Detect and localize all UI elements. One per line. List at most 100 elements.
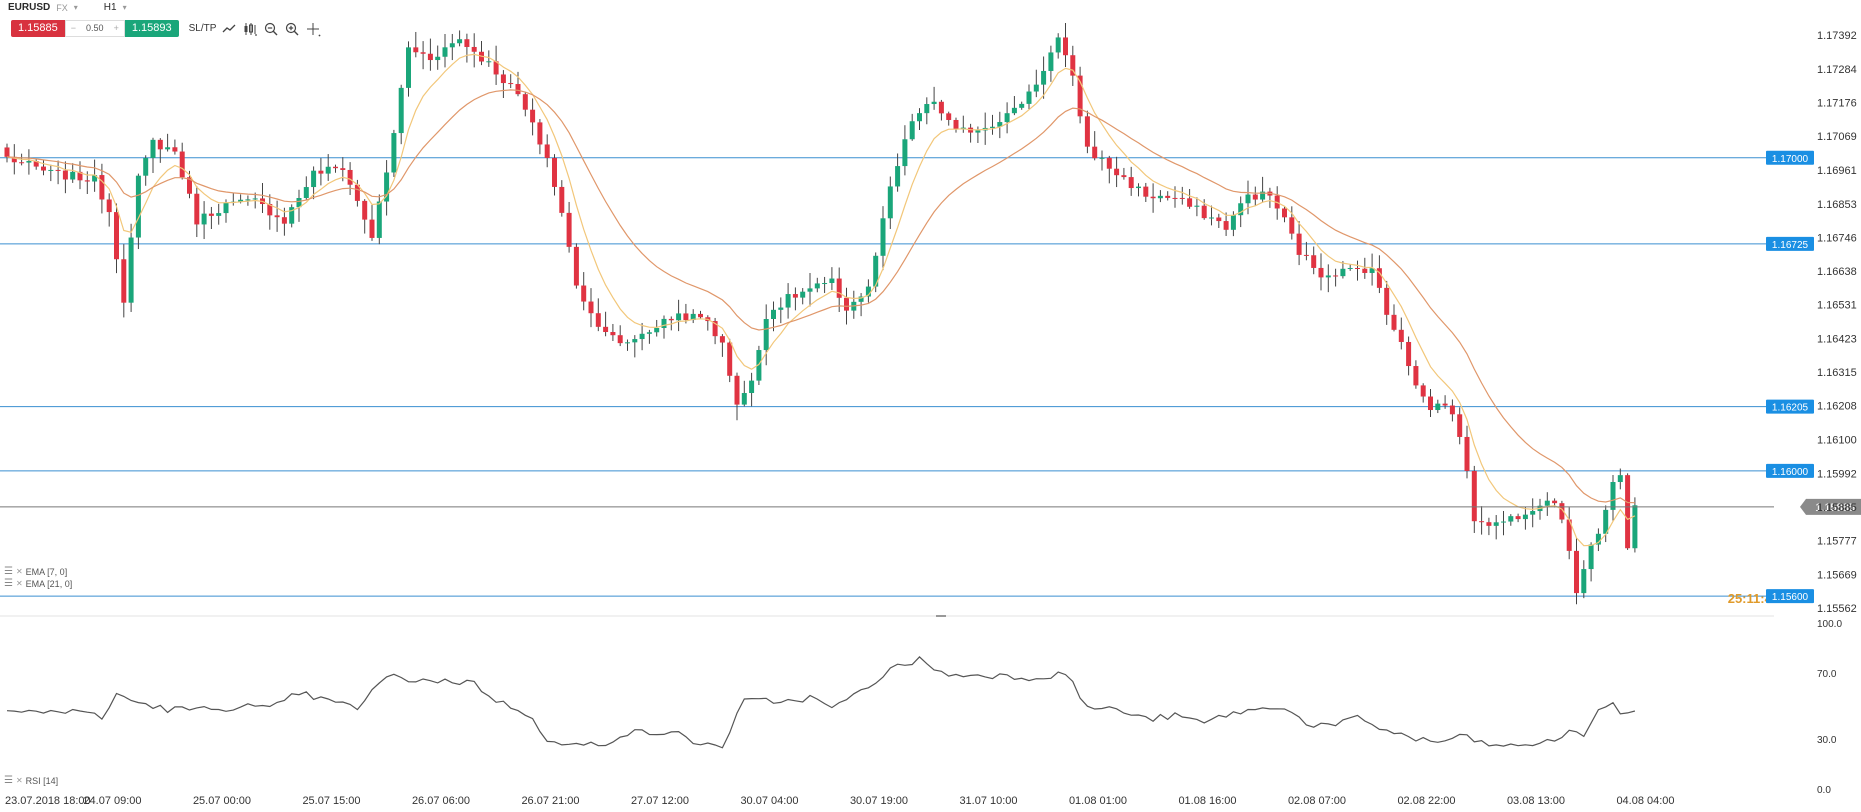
candle (208, 206, 214, 230)
zoom-out-icon[interactable] (263, 21, 279, 37)
price-tick-label: 1.17069 (1817, 131, 1857, 143)
candle (413, 31, 419, 58)
candle (274, 200, 280, 232)
candle (581, 272, 587, 311)
candle-body (1384, 287, 1390, 315)
candle-body (909, 121, 915, 140)
plus-button[interactable]: + (113, 23, 119, 33)
candle (41, 160, 46, 176)
candle (194, 186, 200, 238)
line-chart-icon[interactable] (221, 21, 237, 37)
candle-body (369, 219, 375, 238)
timeframe-selector[interactable]: H1 (103, 2, 117, 13)
candle (449, 33, 455, 61)
candle-body (1391, 314, 1397, 330)
price-tick-label: 1.16746 (1817, 232, 1857, 244)
menu-icon[interactable]: ☰ (4, 775, 13, 786)
candle-body (836, 278, 842, 298)
candle-body (1428, 396, 1433, 411)
rsi-legend[interactable]: ☰ ✕ RSI [14] (4, 775, 58, 786)
close-icon[interactable]: ✕ (15, 776, 23, 785)
candle-body (683, 313, 689, 321)
candle (749, 372, 755, 407)
chevron-down-icon[interactable]: ▾ (73, 3, 78, 12)
candle (1428, 388, 1433, 417)
candle-body (1282, 208, 1287, 218)
candle-body (1143, 186, 1149, 197)
candle (1026, 84, 1032, 110)
candle (1362, 257, 1368, 279)
candle-body (1610, 482, 1616, 510)
candle (435, 45, 441, 70)
candle-body (70, 171, 76, 180)
candle-body (792, 294, 798, 298)
candle (486, 50, 492, 67)
price-tick-label: 1.15777 (1817, 536, 1857, 548)
candle (1384, 280, 1390, 325)
candle-body (887, 186, 893, 219)
candle (1033, 69, 1039, 98)
minus-button[interactable]: − (70, 23, 77, 33)
candle-body (698, 313, 703, 318)
candle-body (114, 212, 119, 260)
candle (420, 41, 426, 70)
sltp-button[interactable]: SL/TP (188, 23, 217, 34)
candle-body (1362, 268, 1368, 273)
candle-body (62, 170, 68, 180)
ema-fast-legend[interactable]: ☰ ✕ EMA [7, 0] (4, 566, 67, 577)
crosshair-icon[interactable] (305, 21, 321, 37)
symbol-name[interactable]: EURUSD (8, 2, 51, 13)
price-tick-label: 1.16100 (1817, 435, 1857, 447)
panel-resize-handle (936, 615, 946, 617)
sell-button[interactable]: 1.15885 (11, 20, 65, 37)
candle-body (238, 199, 244, 202)
candle-body (522, 94, 528, 110)
candle-body (457, 39, 463, 44)
candle (1493, 515, 1499, 540)
candle-body (420, 52, 426, 54)
candle-body (55, 169, 61, 171)
price-tick-label: 1.16208 (1817, 401, 1857, 413)
chart-toolbar: EURUSD FX ▾ H1 ▾ 1.15885 − 0.50 + 1.1589… (0, 0, 420, 40)
spread-value: 0.50 (86, 23, 104, 33)
candle-body (544, 144, 550, 158)
candle (347, 162, 353, 195)
chevron-down-icon[interactable]: ▾ (122, 3, 127, 12)
candle-body (829, 278, 835, 284)
candle (917, 108, 922, 130)
candle-body (77, 171, 83, 181)
candle (289, 204, 295, 228)
candle (165, 133, 171, 152)
menu-icon[interactable]: ☰ (4, 566, 13, 577)
candle-body (581, 285, 587, 302)
candle-body (33, 161, 39, 167)
time-tick-label: 25.07 00:00 (193, 795, 251, 807)
price-tick-label: 1.15885 (1817, 502, 1857, 514)
candle (807, 272, 813, 307)
candle-body (632, 339, 638, 343)
zoom-in-icon[interactable] (284, 21, 300, 37)
close-icon[interactable]: ✕ (15, 579, 23, 588)
candle (1121, 167, 1127, 180)
time-tick-label: 04.08 04:00 (1616, 795, 1674, 807)
candle (1376, 255, 1382, 294)
candle-body (1157, 195, 1163, 199)
candle-body (1303, 254, 1309, 256)
candles-icon[interactable] (242, 21, 258, 37)
candle-body (384, 172, 390, 202)
close-icon[interactable]: ✕ (15, 567, 23, 576)
candle-body (1150, 196, 1156, 199)
candle (654, 319, 660, 337)
candle-body (1471, 470, 1477, 522)
menu-icon[interactable]: ☰ (4, 578, 13, 589)
candle (719, 334, 725, 357)
ema-slow-legend[interactable]: ☰ ✕ EMA [21, 0] (4, 578, 72, 589)
candle (836, 267, 842, 312)
candle-body (654, 328, 660, 333)
candle-body (1552, 500, 1558, 504)
price-tick-label: 1.15992 (1817, 468, 1857, 480)
candle-body (274, 215, 280, 218)
buy-button[interactable]: 1.15893 (124, 20, 179, 37)
